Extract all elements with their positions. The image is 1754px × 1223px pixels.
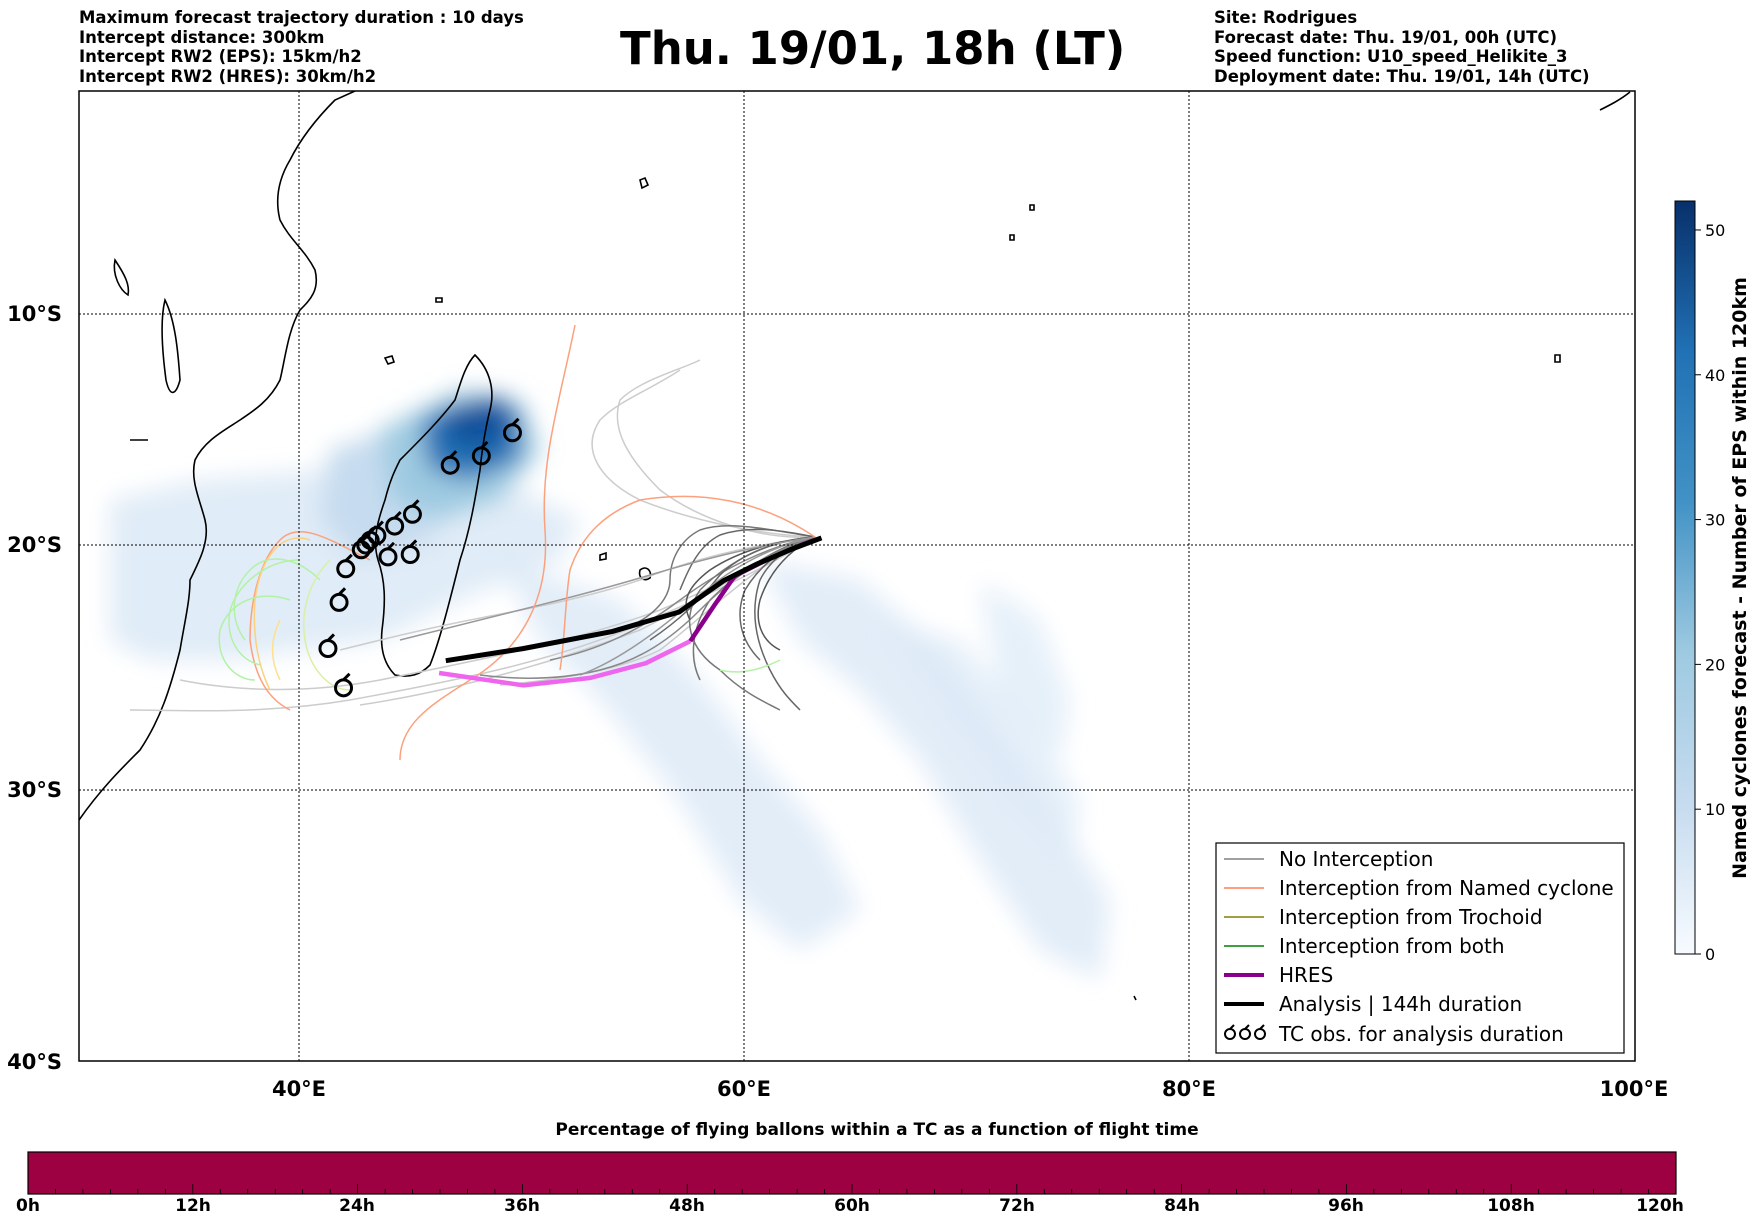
- coastlines: [79, 91, 1631, 1001]
- legend-label-analysis: Analysis | 144h duration: [1279, 992, 1522, 1016]
- legend-label-trochoid: Interception from Trochoid: [1279, 905, 1543, 929]
- time-label-48h: 48h: [669, 1196, 705, 1216]
- graticule: [79, 91, 1635, 1061]
- lat-label-30s: 30°S: [7, 778, 62, 802]
- colorbar-label: Named cyclones forecast - Number of EPS …: [1729, 277, 1751, 879]
- param-intercept-distance: Intercept distance: 300km: [79, 27, 325, 47]
- time-label-96h: 96h: [1328, 1196, 1364, 1216]
- colorbar-tick-label: 10: [1705, 800, 1725, 819]
- colorbar-tick-label: 40: [1705, 366, 1725, 385]
- legend-label-no-interception: No Interception: [1279, 847, 1433, 871]
- tc-observation-markers: [318, 417, 522, 698]
- time-bar-ticks: [27, 1184, 1677, 1194]
- tc-obs-marker: [378, 541, 398, 567]
- time-label-84h: 84h: [1164, 1196, 1200, 1216]
- longitude-labels: 40°E 60°E 80°E 100°E: [272, 1077, 1668, 1101]
- site-info: Site: Rodrigues Forecast date: Thu. 19/0…: [1214, 8, 1590, 86]
- colorbar-gradient: [1674, 200, 1696, 955]
- analysis-and-hres-tracks: [438, 535, 823, 688]
- analysis-track: [445, 535, 823, 664]
- time-bar-title: Percentage of flying ballons within a TC…: [555, 1120, 1199, 1140]
- time-label-0h: 0h: [16, 1196, 40, 1216]
- latitude-labels: 10°S 20°S 30°S 40°S: [7, 302, 62, 1074]
- time-label-60h: 60h: [834, 1196, 870, 1216]
- legend-label-both: Interception from both: [1279, 934, 1505, 958]
- param-intercept-rw2-hres: Intercept RW2 (HRES): 30km/h2: [79, 66, 377, 86]
- colorbar-tick-label: 20: [1705, 655, 1725, 674]
- tc-obs-marker: [318, 633, 338, 658]
- time-label-72h: 72h: [999, 1196, 1035, 1216]
- tc-obs-marker: [351, 534, 371, 560]
- time-label-36h: 36h: [504, 1196, 540, 1216]
- legend-label-hres: HRES: [1279, 963, 1333, 987]
- time-label-120h: 120h: [1636, 1196, 1684, 1216]
- colorbar-tick-label: 0: [1705, 945, 1715, 964]
- lat-label-40s: 40°S: [7, 1050, 62, 1074]
- cyclone-density-field: [110, 390, 1110, 980]
- time-label-12h: 12h: [175, 1196, 211, 1216]
- tc-obs-marker: [336, 553, 356, 579]
- deployment-date: Deployment date: Thu. 19/01, 14h (UTC): [1214, 66, 1590, 86]
- map-frame: [78, 90, 1636, 1062]
- legend-label-named-cyclone: Interception from Named cyclone: [1279, 876, 1614, 900]
- legend: No Interception Interception from Named …: [1215, 842, 1625, 1054]
- tc-obs-marker: [402, 499, 422, 524]
- lon-label-80e: 80°E: [1162, 1077, 1216, 1101]
- param-trajectory-duration: Maximum forecast trajectory duration : 1…: [79, 8, 524, 27]
- colorbar: 0 10 20 30 40 50 Named cyclones forecast - Nu…: [1674, 200, 1751, 964]
- forecast-parameters: Maximum forecast trajectory duration : 1…: [79, 8, 524, 86]
- time-label-24h: 24h: [339, 1196, 375, 1216]
- tc-obs-marker: [334, 672, 354, 698]
- hres-track: [438, 639, 692, 688]
- tc-obs-marker: [385, 511, 405, 536]
- map-title: Thu. 19/01, 18h (LT): [620, 22, 1126, 75]
- tc-obs-marker: [440, 450, 460, 475]
- colorbar-tick-label: 30: [1705, 511, 1725, 530]
- tc-obs-marker: [329, 587, 349, 612]
- colorbar-ticks: 0 10 20 30 40 50: [1695, 221, 1725, 964]
- lon-label-100e: 100°E: [1600, 1077, 1669, 1101]
- colorbar-tick-label: 50: [1705, 221, 1725, 240]
- time-bar: [27, 1151, 1677, 1195]
- tc-obs-marker: [471, 440, 491, 466]
- site-name: Site: Rodrigues: [1214, 8, 1358, 27]
- param-intercept-rw2-eps: Intercept RW2 (EPS): 15km/h2: [79, 47, 362, 66]
- lat-label-20s: 20°S: [7, 533, 62, 557]
- tc-obs-marker: [502, 417, 522, 443]
- lon-label-60e: 60°E: [717, 1077, 771, 1101]
- lon-label-40e: 40°E: [272, 1077, 326, 1101]
- time-label-108h: 108h: [1487, 1196, 1535, 1216]
- forecast-date: Forecast date: Thu. 19/01, 00h (UTC): [1214, 27, 1558, 47]
- legend-box: [1215, 842, 1625, 1054]
- speed-function: Speed function: U10_speed_Helikite_3: [1214, 47, 1568, 66]
- lat-label-10s: 10°S: [7, 302, 62, 326]
- legend-label-tc-obs: TC obs. for analysis duration: [1278, 1022, 1564, 1046]
- cyclone-icon: [1224, 1024, 1266, 1040]
